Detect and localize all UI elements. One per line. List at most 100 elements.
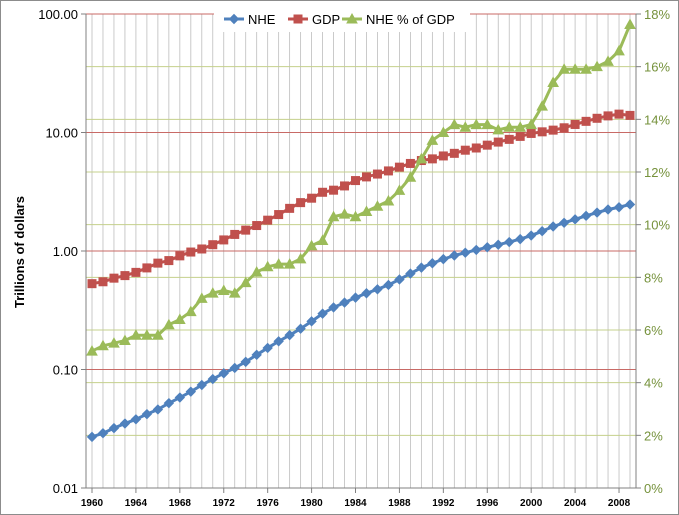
data-point-diamond <box>273 336 284 347</box>
data-point-square <box>581 116 591 126</box>
data-point-diamond <box>141 408 153 420</box>
data-point-triangle <box>558 63 570 74</box>
data-point-diamond <box>591 207 603 218</box>
data-point-square <box>142 263 152 273</box>
data-point-diamond <box>602 204 614 215</box>
data-point-triangle <box>393 184 406 195</box>
data-point-square <box>559 123 569 133</box>
data-point-triangle <box>119 334 131 346</box>
data-point-square <box>548 125 558 135</box>
x-tick-label: 1964 <box>125 498 148 509</box>
data-point-triangle <box>580 63 592 74</box>
data-point-triangle <box>86 345 98 356</box>
data-point-diamond <box>460 247 471 258</box>
data-point-square <box>460 145 470 155</box>
x-tick-label: 1996 <box>476 498 499 509</box>
data-point-diamond <box>350 292 361 303</box>
data-point-diamond <box>427 258 438 269</box>
data-point-square <box>274 210 284 220</box>
data-point-square <box>405 158 415 168</box>
data-point-diamond <box>262 342 273 354</box>
data-point-diamond <box>416 262 427 273</box>
data-point-triangle <box>525 118 538 130</box>
data-point-diamond <box>525 230 537 241</box>
data-point-triangle <box>459 121 472 132</box>
data-point-diamond <box>229 362 240 374</box>
data-point-triangle <box>239 276 252 288</box>
data-point-triangle <box>217 284 230 295</box>
data-point-diamond <box>306 316 317 327</box>
data-point-triangle <box>228 287 241 298</box>
data-point-triangle <box>305 239 318 251</box>
data-point-square <box>241 225 251 235</box>
data-point-square <box>515 131 525 141</box>
data-point-diamond <box>207 373 218 385</box>
x-tick-label: 2008 <box>608 498 631 509</box>
left-tick-label: 0.10 <box>53 363 78 378</box>
data-point-diamond <box>471 244 482 256</box>
data-point-square <box>625 110 635 120</box>
data-point-triangle <box>382 194 395 206</box>
data-point-triangle <box>130 329 142 340</box>
x-tick-label: 2004 <box>564 498 587 509</box>
x-tick-label: 1976 <box>257 498 280 509</box>
data-point-square <box>307 193 317 203</box>
legend: NHE GDP NHE % of GDP <box>214 6 470 32</box>
data-point-square <box>98 277 108 287</box>
data-point-square <box>372 169 382 179</box>
left-tick-label: 100.00 <box>38 7 78 22</box>
right-tick-label: 18% <box>644 7 670 22</box>
x-tick-label: 2000 <box>520 498 543 509</box>
data-point-diamond <box>251 349 262 361</box>
data-point-triangle <box>492 123 505 135</box>
series-square <box>87 109 635 289</box>
data-point-triangle <box>547 76 559 87</box>
data-point-diamond <box>613 202 625 213</box>
data-point-square <box>208 240 218 250</box>
data-point-triangle <box>448 118 461 130</box>
right-tick-label: 12% <box>644 165 670 180</box>
data-point-diamond <box>372 284 383 295</box>
data-point-diamond <box>295 323 306 334</box>
x-tick-label: 1984 <box>344 498 367 509</box>
left-tick-label: 1.00 <box>53 244 78 259</box>
data-point-diamond <box>130 414 142 425</box>
data-point-square <box>526 128 536 138</box>
data-point-triangle <box>184 305 197 317</box>
data-point-diamond <box>119 418 131 429</box>
data-point-diamond <box>317 308 328 319</box>
data-point-square <box>603 111 613 121</box>
left-tick-label: 0.01 <box>53 481 78 496</box>
left-tick-label: 10.00 <box>45 126 78 141</box>
data-point-square <box>493 137 503 147</box>
data-point-diamond <box>174 392 186 403</box>
data-point-triangle <box>261 260 274 272</box>
data-point-diamond <box>185 386 197 397</box>
data-point-triangle <box>195 292 208 303</box>
data-point-diamond <box>536 225 548 237</box>
data-point-diamond <box>482 242 493 253</box>
legend-label: NHE % of GDP <box>366 12 455 27</box>
axes: 0.01 0.10 1.00 10.00 100.00 0% 2% 4% 6% 8% 10% 12% 1… <box>38 7 670 509</box>
data-point-triangle <box>163 318 175 330</box>
data-point-square <box>592 113 602 123</box>
data-point-diamond <box>624 199 636 210</box>
data-point-square <box>394 162 404 172</box>
data-point-triangle <box>97 339 109 351</box>
data-point-triangle <box>173 313 186 324</box>
right-tick-label: 16% <box>644 60 670 75</box>
data-point-triangle <box>536 100 549 111</box>
data-point-diamond <box>361 288 372 299</box>
data-point-square <box>482 140 492 150</box>
data-point-square <box>197 244 207 254</box>
right-tick-label: 4% <box>644 376 663 391</box>
data-point-triangle <box>503 121 516 132</box>
data-point-diamond <box>86 431 98 443</box>
data-point-diamond <box>547 221 559 232</box>
data-point-square <box>383 166 393 176</box>
data-point-triangle <box>613 44 625 56</box>
right-tick-label: 6% <box>644 323 663 338</box>
data-point-triangle <box>591 60 603 72</box>
right-tick-label: 2% <box>644 428 663 443</box>
data-point-square <box>537 127 547 137</box>
